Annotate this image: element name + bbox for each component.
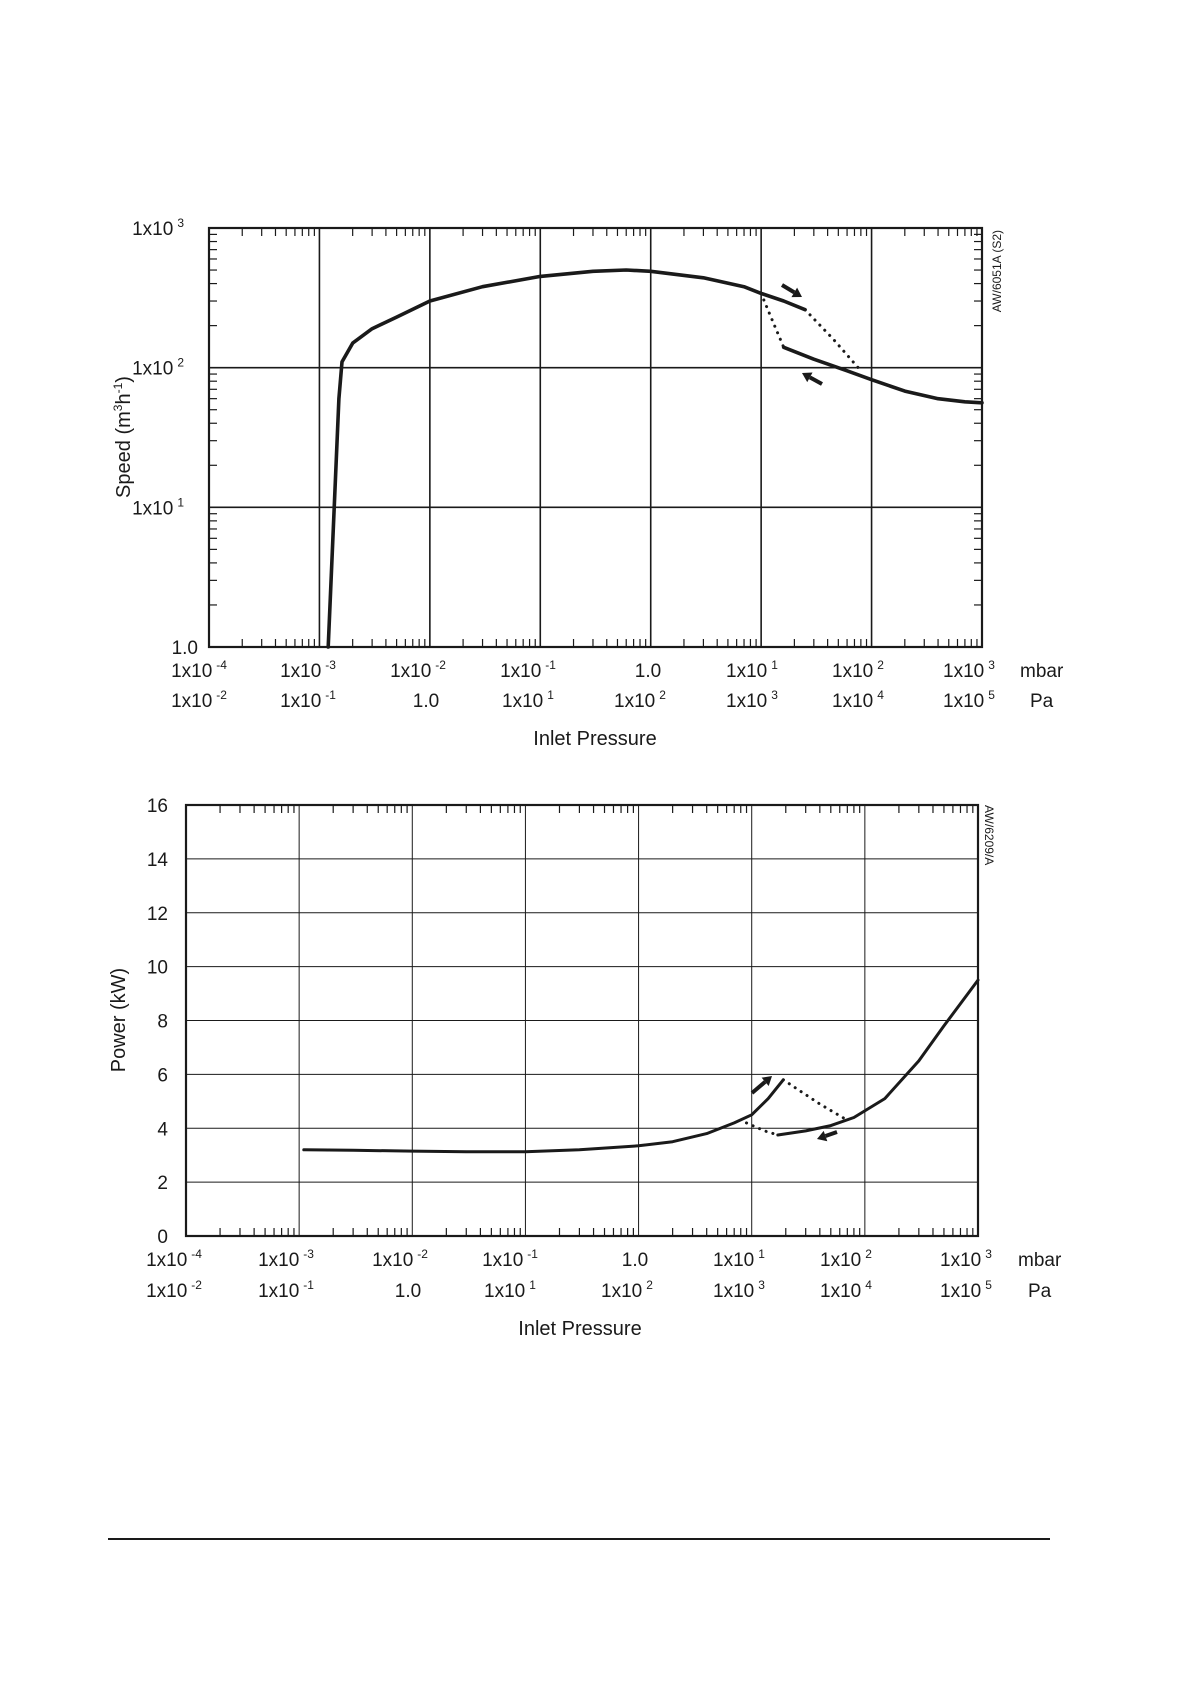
x-tick-label-mbar: 1x10 3: [940, 1247, 992, 1271]
x-tick-label-pa: 1.0: [395, 1281, 421, 1302]
arrow-increasing: [780, 283, 802, 298]
arrow-increasing: [750, 1076, 772, 1095]
x-unit-mbar: mbar: [1020, 661, 1064, 682]
x-unit-pa: Pa: [1030, 691, 1054, 712]
x-tick-label-pa: 1x10 1: [484, 1278, 536, 1302]
x-tick-label-pa: 1x10 5: [943, 688, 995, 712]
x-tick-label-mbar: 1x10 -2: [390, 658, 446, 682]
figure-reference-code: AW/6051A (S2): [990, 230, 1004, 312]
y-axis-title: Power (kW): [108, 968, 130, 1072]
y-tick-label: 16: [147, 796, 168, 817]
y-tick-label: 0: [157, 1227, 168, 1248]
x-axis-title: Inlet Pressure: [533, 728, 656, 750]
x-tick-label-mbar: 1x10 1: [726, 658, 778, 682]
y-tick-label: 8: [157, 1012, 168, 1033]
y-tick-label: 1.0: [172, 638, 198, 659]
x-tick-label-mbar: 1x10 2: [832, 658, 884, 682]
x-tick-label-mbar: 1x10 -4: [146, 1247, 202, 1271]
x-tick-label-pa: 1x10 -1: [280, 688, 336, 712]
x-tick-label-mbar: 1x10 -3: [280, 658, 336, 682]
y-tick-label: 12: [147, 904, 168, 925]
x-tick-label-mbar: 1x10 -1: [482, 1247, 538, 1271]
figure-reference-code: AW/6209/A: [982, 805, 996, 865]
series-line-transition: [781, 1078, 849, 1122]
y-tick-label: 1x10 2: [132, 356, 184, 380]
x-tick-label-mbar: 1x10 -3: [258, 1247, 314, 1271]
x-tick-label-pa: 1x10 5: [940, 1278, 992, 1302]
x-tick-label-pa: 1x10 -1: [258, 1278, 314, 1302]
x-tick-label-mbar: 1x10 -2: [372, 1247, 428, 1271]
x-tick-label-pa: 1x10 4: [820, 1278, 872, 1302]
series-line-transition: [745, 1121, 780, 1137]
x-tick-label-pa: 1x10 2: [614, 688, 666, 712]
x-tick-label-pa: 1x10 -2: [146, 1278, 202, 1302]
x-tick-label-mbar: 1x10 1: [713, 1247, 765, 1271]
y-axis-title: Speed (m3h-1): [111, 376, 135, 498]
series-line-transition: [759, 291, 786, 349]
x-tick-label-mbar: 1.0: [635, 661, 661, 682]
arrow-decreasing: [817, 1130, 838, 1142]
x-tick-label-pa: 1x10 3: [713, 1278, 765, 1302]
y-tick-label: 1x10 1: [132, 495, 184, 519]
series-line: [776, 978, 980, 1137]
series-line-transition: [803, 308, 863, 373]
plot-frame: [184, 803, 980, 1238]
x-tick-label-pa: 1x10 2: [601, 1278, 653, 1302]
y-tick-label: 10: [147, 958, 168, 979]
arrow-decreasing: [802, 372, 823, 386]
x-axis-title: Inlet Pressure: [518, 1318, 641, 1340]
x-tick-label-pa: 1x10 4: [832, 688, 884, 712]
y-tick-label: 4: [157, 1119, 168, 1140]
x-tick-label-mbar: 1x10 2: [820, 1247, 872, 1271]
chart-1: [207, 226, 984, 649]
footer-rule: [108, 1538, 1050, 1540]
x-tick-label-pa: 1x10 -2: [171, 688, 227, 712]
x-unit-mbar: mbar: [1018, 1250, 1062, 1271]
series-line: [302, 1078, 785, 1154]
y-tick-label: 1x10 3: [132, 216, 184, 240]
x-unit-pa: Pa: [1028, 1281, 1052, 1302]
y-tick-label: 14: [147, 850, 169, 871]
x-tick-label-pa: 1x10 1: [502, 688, 554, 712]
plot-frame: [207, 226, 984, 649]
x-tick-label-mbar: 1.0: [622, 1250, 648, 1271]
x-tick-label-pa: 1.0: [413, 691, 439, 712]
x-tick-label-mbar: 1x10 3: [943, 658, 995, 682]
y-tick-label: 6: [157, 1065, 168, 1086]
series-line: [781, 345, 984, 405]
y-tick-label: 2: [157, 1173, 168, 1194]
chart-2: [184, 803, 980, 1238]
x-tick-label-pa: 1x10 3: [726, 688, 778, 712]
x-tick-label-mbar: 1x10 -1: [500, 658, 556, 682]
series-line: [326, 268, 807, 649]
x-tick-label-mbar: 1x10 -4: [171, 658, 227, 682]
